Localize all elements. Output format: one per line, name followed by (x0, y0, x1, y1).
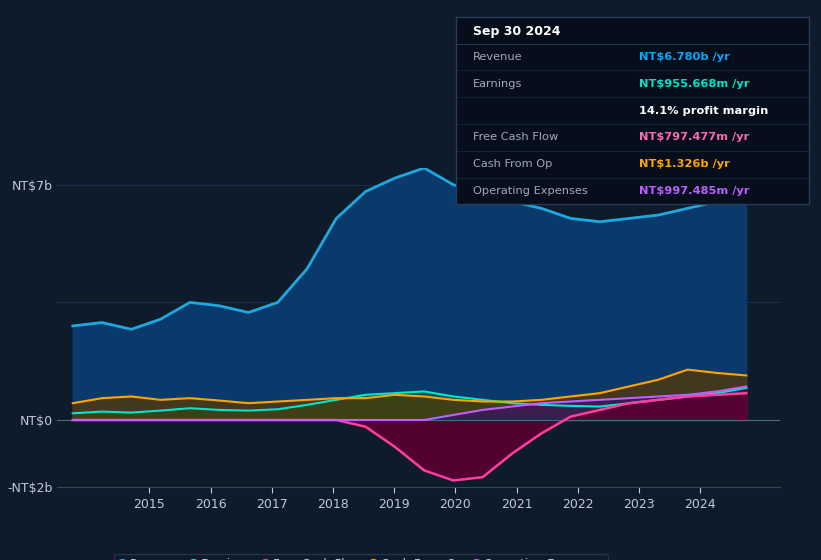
Point (740, 188, 753, 197)
Text: Free Cash Flow: Free Cash Flow (474, 132, 558, 142)
Text: NT$797.477m /yr: NT$797.477m /yr (640, 132, 750, 142)
Text: NT$955.668m /yr: NT$955.668m /yr (640, 79, 750, 89)
Legend: Revenue, Earnings, Free Cash Flow, Cash From Op, Operating Expenses: Revenue, Earnings, Free Cash Flow, Cash … (114, 554, 608, 560)
Text: Revenue: Revenue (474, 52, 523, 62)
Text: Operating Expenses: Operating Expenses (474, 186, 588, 196)
Text: NT$6.780b /yr: NT$6.780b /yr (640, 52, 730, 62)
Text: 14.1% profit margin: 14.1% profit margin (640, 106, 768, 115)
Text: Sep 30 2024: Sep 30 2024 (474, 25, 561, 38)
Text: Earnings: Earnings (474, 79, 523, 89)
Text: Cash From Op: Cash From Op (474, 159, 553, 169)
Text: NT$997.485m /yr: NT$997.485m /yr (640, 186, 750, 196)
Text: NT$1.326b /yr: NT$1.326b /yr (640, 159, 730, 169)
